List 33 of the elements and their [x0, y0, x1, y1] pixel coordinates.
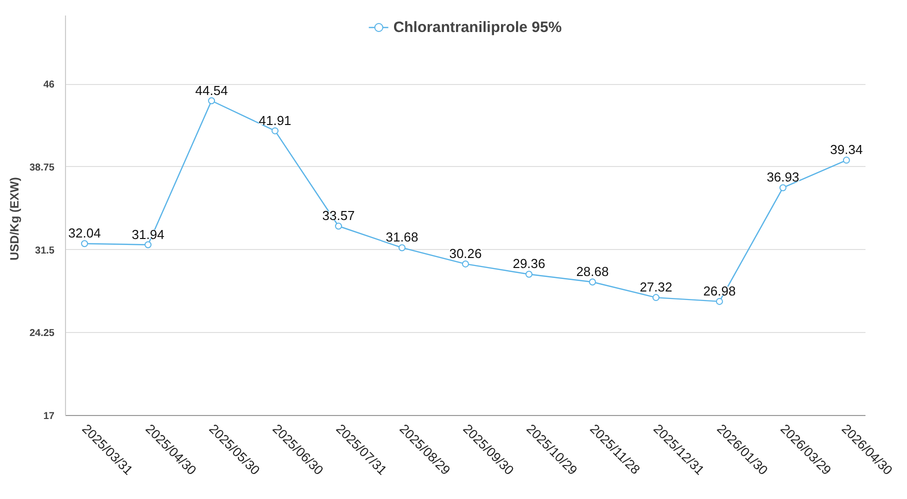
point — [842, 156, 850, 164]
y-tick-label: 46 — [43, 80, 55, 91]
data-label: 27.32 — [640, 280, 672, 295]
y-tick-label: 17 — [43, 411, 55, 422]
point — [208, 97, 216, 104]
data-label: 33.57 — [322, 208, 355, 224]
data-label: 29.36 — [512, 256, 546, 272]
data-label: 36.93 — [766, 170, 800, 185]
data-label: 41.91 — [258, 112, 292, 128]
y-tick-label: 24.25 — [29, 328, 55, 340]
data-label: 31.68 — [386, 230, 418, 245]
point — [716, 298, 723, 305]
y-axis-title: USD/Kg (EXW) — [7, 177, 22, 260]
y-tick-label: 38.75 — [29, 162, 55, 174]
data-label: 26.98 — [703, 283, 736, 298]
legend-label: Chlorantraniliprole 95% — [393, 18, 562, 36]
point — [779, 184, 786, 192]
data-label: 44.54 — [195, 82, 228, 98]
point — [588, 278, 596, 286]
data-label: 39.34 — [830, 142, 863, 158]
point — [144, 241, 152, 248]
point — [525, 270, 532, 278]
point — [81, 240, 88, 248]
point — [335, 222, 342, 230]
point — [398, 244, 406, 252]
data-label: 30.26 — [449, 246, 482, 261]
point — [652, 294, 660, 302]
data-label: 28.68 — [576, 264, 609, 280]
y-tick-label: 31.5 — [35, 245, 55, 256]
data-label: 31.94 — [132, 226, 164, 242]
point — [462, 260, 469, 268]
point — [272, 127, 279, 134]
data-label: 32.04 — [68, 226, 101, 241]
